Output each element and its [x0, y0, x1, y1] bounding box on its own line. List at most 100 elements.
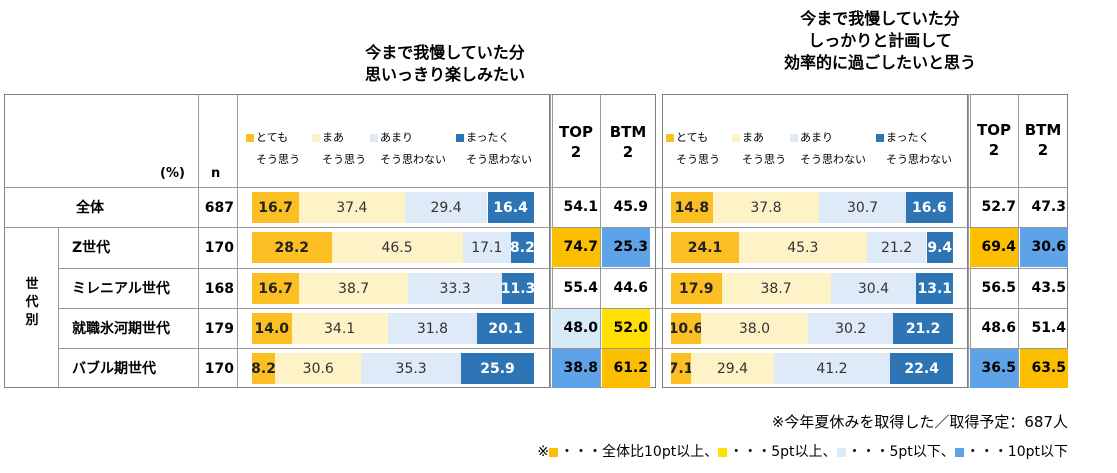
divider: [4, 187, 1068, 188]
bar-segment: 25.9: [461, 353, 534, 384]
legend-item-line2: そう思わない: [380, 153, 446, 166]
bar-segment: 21.2: [893, 313, 953, 344]
group-label: 世 代 別: [22, 276, 42, 330]
chart-title-left-line: 思いっきり楽しみたい: [364, 65, 525, 84]
divider: [237, 94, 238, 388]
top2-cell: 48.0: [552, 309, 600, 348]
btm2-cell: 25.3: [602, 228, 650, 267]
legend-item: まあ そう思う: [312, 131, 366, 167]
bar-segment: 46.5: [331, 232, 463, 263]
legend-item: とても そう思う: [246, 131, 300, 167]
bar-value-label: 30.2: [835, 320, 867, 337]
highlight-hi10-swatch: [549, 447, 558, 457]
table-frame-left: [4, 94, 550, 388]
btm2-cell: 45.9: [613, 199, 648, 215]
bar-segment: 16.4: [487, 192, 534, 223]
n-header: n: [211, 166, 221, 181]
row-label: Z世代: [72, 240, 111, 256]
legend-label: とても: [256, 131, 289, 144]
legend-item: とても そう思う: [666, 131, 720, 167]
bar-value-label: 20.1: [488, 320, 523, 337]
legend-label: まあ: [322, 131, 344, 144]
top2-cell: 56.5: [981, 280, 1016, 296]
bar-segment: 30.7: [819, 192, 906, 223]
btm2-cell: 44.6: [613, 280, 648, 296]
bar-value-label: 7.1: [671, 360, 691, 377]
btm2-header-left: BTM 2: [602, 122, 654, 162]
row-label: バブル期世代: [72, 361, 156, 377]
top2-cell: 36.5: [970, 349, 1018, 388]
bar-value-label: 11.3: [502, 280, 534, 297]
highlight-lo10-swatch: [954, 447, 964, 457]
bar-value-label: 38.7: [760, 280, 792, 297]
legend-label: まったく: [466, 131, 510, 144]
bar-value-label: 37.4: [336, 199, 368, 216]
divider: [4, 227, 1068, 228]
top2-cell: 54.1: [563, 199, 598, 215]
bar-value-label: 17.9: [678, 280, 714, 297]
bar-value-label: 8.2: [252, 360, 276, 377]
table-frame-right: [662, 94, 968, 388]
btm2-cell: 43.5: [1031, 280, 1066, 296]
legend-label: まったく: [886, 131, 930, 144]
bar-segment: 37.8: [712, 192, 820, 223]
bar-segment: 21.2: [866, 232, 927, 263]
bar-segment: 38.7: [299, 273, 409, 304]
bar-value-label: 30.4: [857, 280, 890, 297]
legend-item-line2: そう思わない: [466, 153, 532, 166]
bar-value-label: 30.7: [847, 199, 879, 216]
chart-title-left: 今まで我慢していた分 思いっきり楽しみたい: [300, 42, 590, 86]
bar-value-label: 25.9: [480, 360, 515, 377]
top2-cell: 48.6: [981, 320, 1016, 336]
legend-swatch: [666, 134, 674, 142]
bar-segment: 29.4: [691, 353, 774, 384]
btm2-header-right: BTM 2: [1019, 120, 1067, 160]
chart-title-right-line: 効率的に過ごしたいと思う: [783, 53, 976, 72]
bar-segment: 30.2: [808, 313, 894, 344]
bar-value-label: 13.1: [917, 280, 953, 297]
legend-item: まったくそう思わない: [456, 131, 532, 167]
bar-segment: 37.4: [299, 192, 405, 223]
legend-item-line1: まあ: [732, 131, 786, 145]
bar-segment: 7.1: [671, 353, 691, 384]
group-label-char: 代: [25, 295, 39, 310]
bar-segment: 41.2: [773, 353, 891, 384]
bar-value-label: 29.4: [716, 360, 749, 377]
legend-item-line2: そう思わない: [886, 153, 952, 166]
highlight-hi5-text: ・・・5pt以上、: [729, 444, 837, 460]
row-n: 168: [204, 281, 234, 297]
bar-value-label: 8.2: [510, 239, 534, 256]
bar-segment: 38.7: [721, 273, 831, 304]
legend-item-line2: そう思わない: [800, 153, 866, 166]
row-label: 就職氷河期世代: [72, 321, 170, 337]
bar-value-label: 16.7: [258, 280, 293, 297]
legend-item-line1: あまり: [790, 131, 866, 145]
divider: [58, 348, 1068, 349]
legend-item-line2: そう思う: [742, 153, 786, 166]
btm2-cell: 51.4: [1031, 320, 1066, 336]
bar-segment: 22.4: [890, 353, 954, 384]
legend-swatch: [312, 134, 320, 142]
highlight-lo10-text: ・・・10pt以下: [965, 444, 1068, 460]
legend-swatch: [456, 134, 464, 142]
bar-segment: 9.4: [926, 232, 953, 263]
bar-segment: 24.1: [671, 232, 739, 263]
legend-label: あまり: [380, 131, 413, 144]
legend-item-line1: あまり: [370, 131, 446, 145]
legend-item-line2: そう思う: [256, 153, 300, 166]
divider: [198, 94, 199, 388]
bar-value-label: 30.6: [302, 360, 334, 377]
bar-value-label: 17.1: [471, 239, 503, 256]
bar-segment: 16.7: [252, 273, 300, 304]
legend-label: あまり: [800, 131, 833, 144]
btm2-header-line: BTM: [1024, 121, 1062, 139]
highlight-lo5-text: ・・・5pt以下、: [847, 444, 955, 460]
legend-item-line1: とても: [246, 131, 300, 145]
legend-item-line1: まったく: [876, 131, 952, 145]
bar-segment: 16.6: [905, 192, 953, 223]
legend-swatch: [370, 134, 378, 142]
bar-value-label: 14.0: [254, 320, 290, 337]
top2-header-line: 2: [988, 141, 1000, 159]
row-n: 170: [204, 361, 234, 377]
footnote: ※今年夏休みを取得した／取得予定：687人: [771, 413, 1068, 431]
